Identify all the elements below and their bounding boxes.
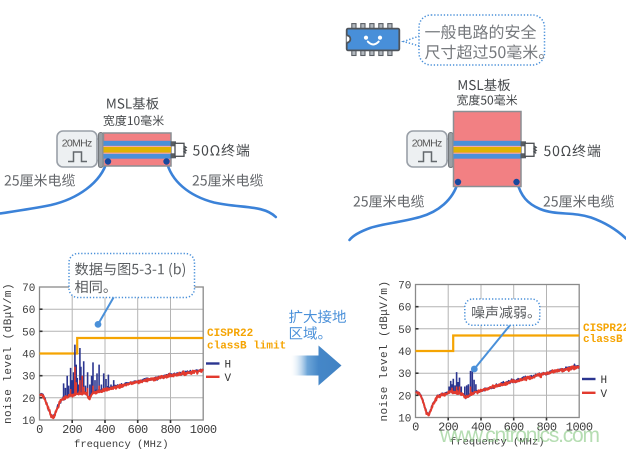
svg-text:1000: 1000 xyxy=(566,421,593,435)
svg-text:20MHz: 20MHz xyxy=(62,138,93,150)
svg-text:40: 40 xyxy=(398,347,411,359)
svg-text:600: 600 xyxy=(128,423,148,437)
svg-text:classB limit: classB limit xyxy=(207,341,286,353)
svg-text:20: 20 xyxy=(398,391,411,403)
svg-text:classB limit: classB limit xyxy=(583,334,626,346)
svg-text:noise level (dBμV/m): noise level (dBμV/m) xyxy=(379,280,391,421)
svg-text:H: H xyxy=(225,360,232,372)
svg-text:400: 400 xyxy=(471,421,491,435)
svg-text:50: 50 xyxy=(398,325,411,337)
svg-text:30: 30 xyxy=(398,369,411,381)
svg-text:1000: 1000 xyxy=(190,423,217,437)
svg-text:30: 30 xyxy=(22,372,35,384)
svg-text:0: 0 xyxy=(412,421,419,435)
svg-text:www.cntronics.com: www.cntronics.com xyxy=(439,424,600,447)
svg-text:40: 40 xyxy=(22,350,35,362)
svg-text:frequency (MHz): frequency (MHz) xyxy=(450,437,545,449)
svg-text:200: 200 xyxy=(438,421,458,435)
svg-text:H: H xyxy=(601,375,608,387)
svg-text:frequency (MHz): frequency (MHz) xyxy=(74,439,169,451)
svg-text:800: 800 xyxy=(536,421,556,435)
svg-text:60: 60 xyxy=(398,303,411,315)
svg-text:V: V xyxy=(601,389,608,401)
svg-text:800: 800 xyxy=(160,423,180,437)
svg-text:20: 20 xyxy=(22,394,35,406)
svg-text:10: 10 xyxy=(398,414,411,426)
svg-text:400: 400 xyxy=(95,423,115,437)
svg-text:60: 60 xyxy=(22,305,35,317)
svg-text:20MHz: 20MHz xyxy=(412,138,443,150)
svg-text:70: 70 xyxy=(398,281,411,293)
svg-text:10: 10 xyxy=(22,416,35,428)
svg-text:50: 50 xyxy=(22,327,35,339)
svg-text:0: 0 xyxy=(36,423,43,437)
svg-text:200: 200 xyxy=(62,423,82,437)
svg-text:noise level (dBμV/m): noise level (dBμV/m) xyxy=(3,283,15,424)
svg-text:600: 600 xyxy=(504,421,524,435)
svg-text:V: V xyxy=(225,373,232,385)
svg-text:70: 70 xyxy=(22,283,35,295)
svg-text:CISPR22: CISPR22 xyxy=(207,328,253,340)
svg-text:CISPR22: CISPR22 xyxy=(583,323,626,335)
